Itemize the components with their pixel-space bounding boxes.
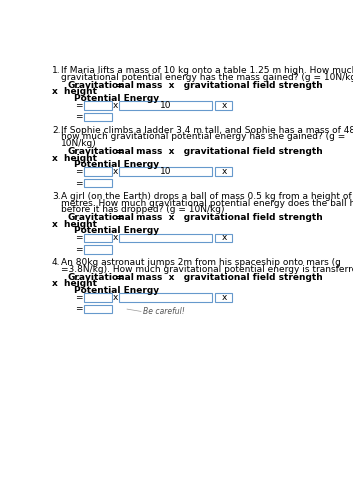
Bar: [84, 305, 112, 314]
Text: A girl (on the Earth) drops a ball of mass 0.5 kg from a height of 2: A girl (on the Earth) drops a ball of ma…: [61, 192, 353, 201]
Text: =    mass  x   gravitational field strength: = mass x gravitational field strength: [116, 213, 323, 222]
Text: x: x: [113, 293, 119, 302]
Text: =    mass  x   gravitational field strength: = mass x gravitational field strength: [116, 273, 323, 282]
Text: Potential Energy: Potential Energy: [73, 160, 159, 169]
Text: 10N/kg): 10N/kg): [61, 139, 97, 148]
Text: metres. How much gravitational potential energy does the ball have: metres. How much gravitational potential…: [61, 198, 353, 207]
Text: x: x: [221, 293, 227, 302]
Text: =: =: [76, 293, 83, 302]
Text: 3.: 3.: [52, 192, 60, 201]
Text: Gravitational: Gravitational: [67, 81, 134, 90]
Text: If Maria lifts a mass of 10 kg onto a table 1.25 m high. How much: If Maria lifts a mass of 10 kg onto a ta…: [61, 66, 353, 75]
Text: =    mass  x   gravitational field strength: = mass x gravitational field strength: [116, 81, 323, 90]
Bar: [84, 101, 112, 110]
Text: before it has dropped? (g = 10N/kg): before it has dropped? (g = 10N/kg): [61, 205, 225, 214]
Text: gravitational potential energy has the mass gained? (g = 10N/kg): gravitational potential energy has the m…: [61, 72, 353, 82]
Text: =3.8N/kg). How much gravitational potential energy is transferred?: =3.8N/kg). How much gravitational potent…: [61, 265, 353, 274]
Bar: [119, 234, 212, 242]
Text: 2.: 2.: [52, 126, 60, 135]
Bar: [84, 112, 112, 121]
Bar: [215, 101, 232, 110]
Text: 4.: 4.: [52, 258, 60, 268]
Text: x: x: [113, 167, 119, 176]
Text: 10: 10: [160, 101, 172, 110]
Text: =: =: [76, 167, 83, 176]
Text: =: =: [76, 112, 83, 122]
Bar: [84, 294, 112, 302]
Text: Potential Energy: Potential Energy: [73, 286, 159, 295]
Text: x  height: x height: [52, 154, 97, 162]
Text: Potential Energy: Potential Energy: [73, 226, 159, 235]
Bar: [119, 168, 212, 176]
Bar: [215, 168, 232, 176]
Text: x: x: [113, 101, 119, 110]
Bar: [84, 168, 112, 176]
Text: If Sophie climbs a ladder 3.4 m tall, and Sophie has a mass of 48 kg,: If Sophie climbs a ladder 3.4 m tall, an…: [61, 126, 353, 135]
Text: Gravitational: Gravitational: [67, 213, 134, 222]
Text: x: x: [221, 101, 227, 110]
Text: =: =: [76, 234, 83, 242]
Text: x  height: x height: [52, 88, 97, 96]
Text: Be careful!: Be careful!: [143, 307, 184, 316]
Text: x: x: [221, 234, 227, 242]
Text: x: x: [113, 234, 119, 242]
Text: An 80kg astronaut jumps 2m from his spaceship onto mars (g: An 80kg astronaut jumps 2m from his spac…: [61, 258, 341, 268]
Bar: [119, 101, 212, 110]
Bar: [215, 234, 232, 242]
Text: =    mass  x   gravitational field strength: = mass x gravitational field strength: [116, 147, 323, 156]
Text: x: x: [221, 167, 227, 176]
Text: 10: 10: [160, 167, 172, 176]
Text: =: =: [76, 304, 83, 314]
Text: Gravitational: Gravitational: [67, 147, 134, 156]
Text: 1.: 1.: [52, 66, 60, 75]
Text: Potential Energy: Potential Energy: [73, 94, 159, 103]
Bar: [84, 179, 112, 188]
Text: x  height: x height: [52, 220, 97, 229]
Text: =: =: [76, 245, 83, 254]
Text: how much gravitational potential energy has she gained? (g =: how much gravitational potential energy …: [61, 132, 346, 141]
Bar: [84, 245, 112, 254]
Text: Gravitational: Gravitational: [67, 273, 134, 282]
Bar: [215, 294, 232, 302]
Text: =: =: [76, 178, 83, 188]
Text: x  height: x height: [52, 280, 97, 288]
Bar: [84, 234, 112, 242]
Text: =: =: [76, 101, 83, 110]
Bar: [119, 294, 212, 302]
